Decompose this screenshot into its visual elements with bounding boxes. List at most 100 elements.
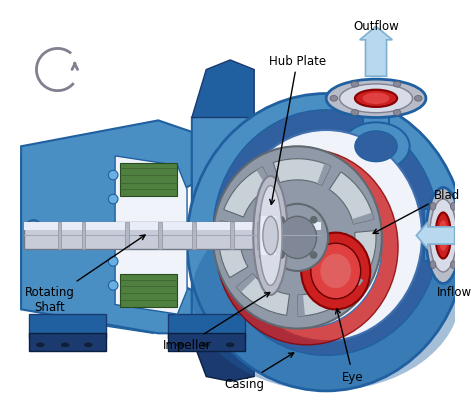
Ellipse shape	[109, 281, 118, 290]
Ellipse shape	[36, 342, 45, 348]
Polygon shape	[424, 209, 449, 262]
Ellipse shape	[232, 167, 382, 328]
Polygon shape	[21, 121, 192, 334]
Ellipse shape	[320, 254, 351, 289]
Wedge shape	[329, 172, 374, 225]
Ellipse shape	[60, 342, 70, 348]
Text: Blad: Blad	[373, 188, 460, 234]
Ellipse shape	[267, 205, 328, 271]
Wedge shape	[352, 213, 374, 225]
Bar	[57, 223, 62, 249]
Ellipse shape	[430, 203, 436, 211]
Ellipse shape	[216, 150, 398, 345]
Ellipse shape	[278, 217, 317, 259]
Polygon shape	[21, 142, 110, 324]
Ellipse shape	[351, 82, 359, 88]
FancyArrow shape	[416, 223, 455, 249]
Bar	[24, 223, 321, 230]
Bar	[230, 223, 234, 249]
Ellipse shape	[355, 91, 397, 108]
Bar	[24, 223, 321, 249]
Ellipse shape	[201, 342, 210, 348]
Ellipse shape	[426, 188, 460, 284]
Ellipse shape	[355, 132, 397, 162]
Bar	[82, 223, 85, 249]
Ellipse shape	[26, 221, 41, 236]
Bar	[257, 223, 261, 249]
Ellipse shape	[109, 171, 118, 180]
Ellipse shape	[310, 251, 318, 259]
Wedge shape	[237, 274, 256, 292]
Ellipse shape	[175, 342, 185, 348]
Ellipse shape	[342, 123, 410, 171]
Ellipse shape	[450, 203, 456, 211]
Wedge shape	[219, 221, 248, 278]
FancyArrow shape	[360, 27, 392, 77]
Ellipse shape	[393, 82, 401, 88]
Ellipse shape	[230, 131, 422, 341]
Wedge shape	[298, 295, 305, 316]
Wedge shape	[317, 164, 331, 186]
Polygon shape	[446, 209, 462, 262]
Ellipse shape	[187, 94, 465, 391]
Ellipse shape	[363, 93, 390, 105]
Wedge shape	[224, 168, 272, 217]
Bar	[261, 217, 276, 255]
Text: Hub Plate: Hub Plate	[269, 55, 326, 205]
Polygon shape	[192, 113, 254, 348]
Bar	[29, 314, 106, 338]
Polygon shape	[192, 338, 254, 381]
Wedge shape	[273, 159, 331, 186]
Ellipse shape	[330, 96, 337, 102]
Ellipse shape	[414, 96, 422, 102]
Wedge shape	[237, 274, 290, 316]
Ellipse shape	[213, 147, 382, 329]
Wedge shape	[256, 168, 272, 189]
Ellipse shape	[450, 261, 456, 269]
Text: Impeller: Impeller	[163, 293, 270, 351]
Ellipse shape	[259, 186, 282, 286]
Text: Casing: Casing	[225, 353, 294, 389]
Ellipse shape	[430, 261, 436, 269]
Ellipse shape	[277, 217, 285, 224]
Bar	[168, 314, 245, 338]
Wedge shape	[219, 221, 241, 231]
Ellipse shape	[310, 217, 318, 224]
Text: Outflow: Outflow	[353, 20, 399, 32]
Polygon shape	[363, 99, 389, 147]
Text: Rotating
Shaft: Rotating Shaft	[25, 235, 145, 314]
Bar	[192, 223, 196, 249]
Bar	[158, 223, 162, 249]
Bar	[120, 163, 177, 196]
Wedge shape	[343, 231, 376, 286]
Bar	[259, 215, 278, 257]
Ellipse shape	[253, 176, 288, 295]
Ellipse shape	[192, 200, 460, 391]
Ellipse shape	[393, 110, 401, 116]
Ellipse shape	[301, 233, 370, 310]
Ellipse shape	[263, 217, 278, 255]
Ellipse shape	[277, 251, 285, 259]
Ellipse shape	[351, 110, 359, 116]
Wedge shape	[343, 269, 364, 286]
Bar	[125, 223, 128, 249]
Ellipse shape	[339, 85, 412, 113]
Ellipse shape	[109, 257, 118, 267]
Text: Inflow: Inflow	[437, 286, 472, 299]
Ellipse shape	[326, 80, 426, 118]
Ellipse shape	[430, 200, 456, 272]
Bar	[29, 334, 106, 351]
Ellipse shape	[438, 221, 448, 251]
Bar	[168, 334, 245, 351]
Polygon shape	[192, 61, 254, 118]
Ellipse shape	[213, 111, 439, 356]
Polygon shape	[363, 83, 389, 99]
Bar	[278, 223, 282, 249]
Wedge shape	[298, 279, 352, 316]
Ellipse shape	[436, 213, 451, 259]
Polygon shape	[91, 133, 154, 334]
Ellipse shape	[226, 342, 235, 348]
Ellipse shape	[109, 195, 118, 205]
Ellipse shape	[311, 243, 361, 299]
Polygon shape	[115, 156, 187, 314]
